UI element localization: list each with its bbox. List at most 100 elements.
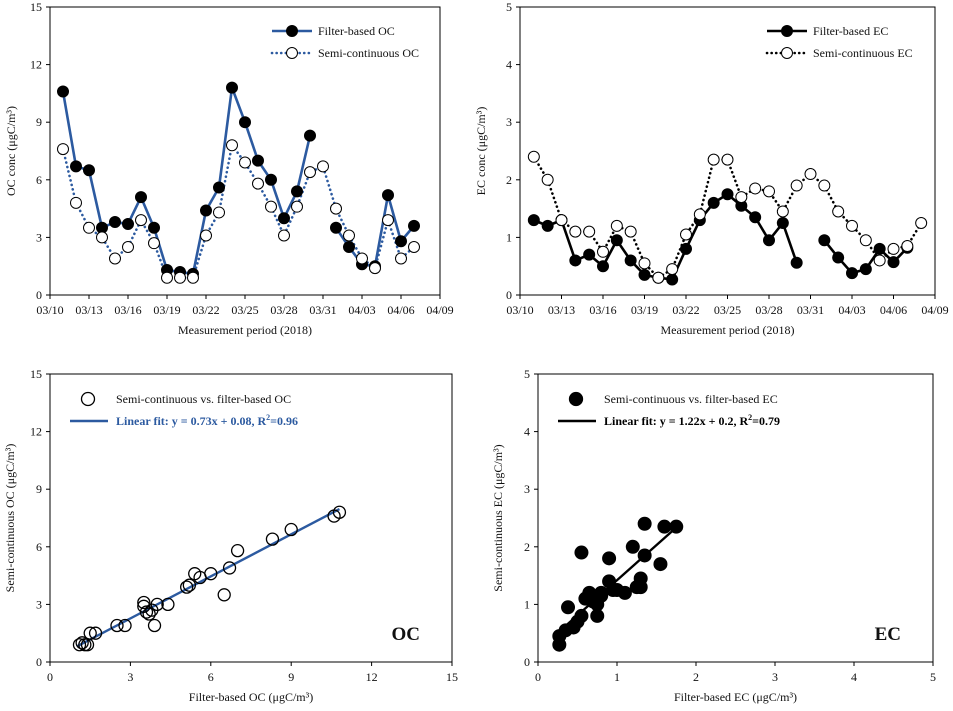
data-point: [110, 618, 124, 633]
x-tick-label: 04/09: [921, 303, 948, 317]
data-point-filter: [70, 160, 82, 173]
legend-label-semicontinuous: Semi-continuous EC: [813, 46, 913, 60]
data-point: [561, 600, 576, 615]
legend-marker-filter: [781, 25, 793, 37]
y-tick-label: 12: [30, 425, 42, 439]
data-point-filter: [527, 214, 540, 227]
data-point-semicontinuous: [200, 229, 212, 242]
data-point-semicontinuous: [597, 245, 609, 258]
y-tick-label: 0: [506, 288, 512, 302]
x-tick-label: 03/25: [714, 303, 741, 317]
data-point-filter: [109, 216, 121, 229]
data-point-filter: [252, 154, 264, 167]
data-point-filter: [776, 217, 789, 229]
data-point-filter: [859, 263, 872, 276]
x-tick-label: 5: [930, 670, 936, 684]
data-point: [142, 607, 156, 621]
data-point-semicontinuous: [356, 252, 368, 265]
data-point-filter: [818, 234, 831, 247]
y-tick-label: 4: [524, 425, 530, 439]
x-tick-label: 03/19: [631, 303, 658, 317]
data-point-semicontinuous: [278, 229, 290, 242]
legend-label: Semi-continuous vs. filter-based OC: [116, 392, 291, 406]
data-point: [88, 626, 103, 640]
x-tick-label: 0: [535, 670, 541, 684]
data-point-filter: [749, 211, 762, 224]
data-point-semicontinuous: [638, 257, 651, 270]
data-point: [204, 567, 218, 581]
x-tick-label: 03/13: [548, 303, 575, 317]
data-point-semicontinuous: [408, 241, 420, 253]
y-tick-label: 3: [506, 115, 512, 129]
data-point-filter: [57, 85, 69, 98]
data-point-filter: [265, 173, 277, 186]
data-point-semicontinuous: [70, 196, 82, 209]
y-tick-label: 3: [36, 230, 42, 244]
legend-label: Semi-continuous vs. filter-based EC: [604, 392, 778, 406]
data-point: [594, 588, 609, 603]
data-point: [617, 585, 632, 600]
data-point: [182, 578, 197, 592]
y-tick-label: 1: [506, 230, 512, 244]
y-axis-label: Semi-continuous EC (μgC/m³): [491, 444, 505, 591]
x-tick-label: 03/28: [270, 303, 297, 317]
data-point: [669, 519, 684, 534]
data-point-semicontinuous: [763, 185, 775, 198]
x-tick-label: 04/03: [348, 303, 375, 317]
data-point-semicontinuous: [187, 271, 199, 284]
data-point-semicontinuous: [239, 156, 251, 169]
data-point-semicontinuous: [174, 271, 186, 284]
data-point-semicontinuous: [846, 219, 858, 232]
y-tick-label: 0: [36, 655, 42, 669]
data-point: [147, 618, 162, 633]
data-point-semicontinuous: [818, 179, 831, 192]
fit-line: [76, 508, 340, 648]
data-point-filter: [200, 204, 212, 217]
fit-r2-value: =0.79: [752, 414, 780, 428]
x-tick-label: 2: [693, 670, 699, 684]
data-point-semicontinuous: [776, 205, 789, 218]
x-tick-label: 6: [208, 670, 214, 684]
y-tick-label: 15: [30, 367, 42, 381]
data-point-filter: [343, 241, 355, 253]
data-point-filter: [304, 129, 316, 142]
data-point-semicontinuous: [343, 229, 355, 242]
series-line-semicontinuous: [61, 143, 416, 280]
data-point-semicontinuous: [624, 225, 637, 238]
data-point-semicontinuous: [541, 173, 554, 186]
y-tick-label: 9: [36, 115, 42, 129]
x-tick-label: 04/06: [387, 303, 414, 317]
y-tick-label: 15: [30, 0, 42, 14]
data-point: [653, 557, 668, 572]
data-point-filter: [541, 219, 554, 232]
data-point-semicontinuous: [330, 202, 342, 215]
x-tick-label: 03/31: [309, 303, 336, 317]
data-point-filter: [624, 254, 637, 267]
data-point-filter: [239, 116, 251, 129]
data-point: [637, 548, 652, 563]
data-point-filter: [846, 267, 858, 280]
data-point: [161, 597, 175, 612]
legend-label-semicontinuous: Semi-continuous OC: [318, 46, 419, 60]
data-point-filter: [226, 81, 238, 94]
data-point: [637, 516, 652, 531]
panel-label: EC: [875, 624, 901, 645]
y-tick-label: 2: [506, 173, 512, 187]
x-tick-label: 03/22: [672, 303, 699, 317]
data-point: [230, 543, 245, 558]
x-tick-label: 03/16: [114, 303, 141, 317]
data-point-semicontinuous: [304, 166, 316, 179]
data-point: [574, 545, 589, 560]
data-point: [633, 580, 648, 595]
data-point-semicontinuous: [887, 242, 900, 255]
ec_scatter-frame: [537, 373, 934, 663]
data-point-filter: [707, 196, 720, 209]
fit-r2-superscript: 2: [266, 413, 270, 422]
data-point-semicontinuous: [109, 252, 121, 265]
x-tick-label: 9: [288, 670, 294, 684]
data-point-filter: [330, 221, 342, 234]
y-tick-label: 2: [524, 540, 530, 554]
data-point-semicontinuous: [57, 143, 69, 156]
panel-label: OC: [392, 624, 421, 645]
data-point-semicontinuous: [666, 263, 679, 276]
